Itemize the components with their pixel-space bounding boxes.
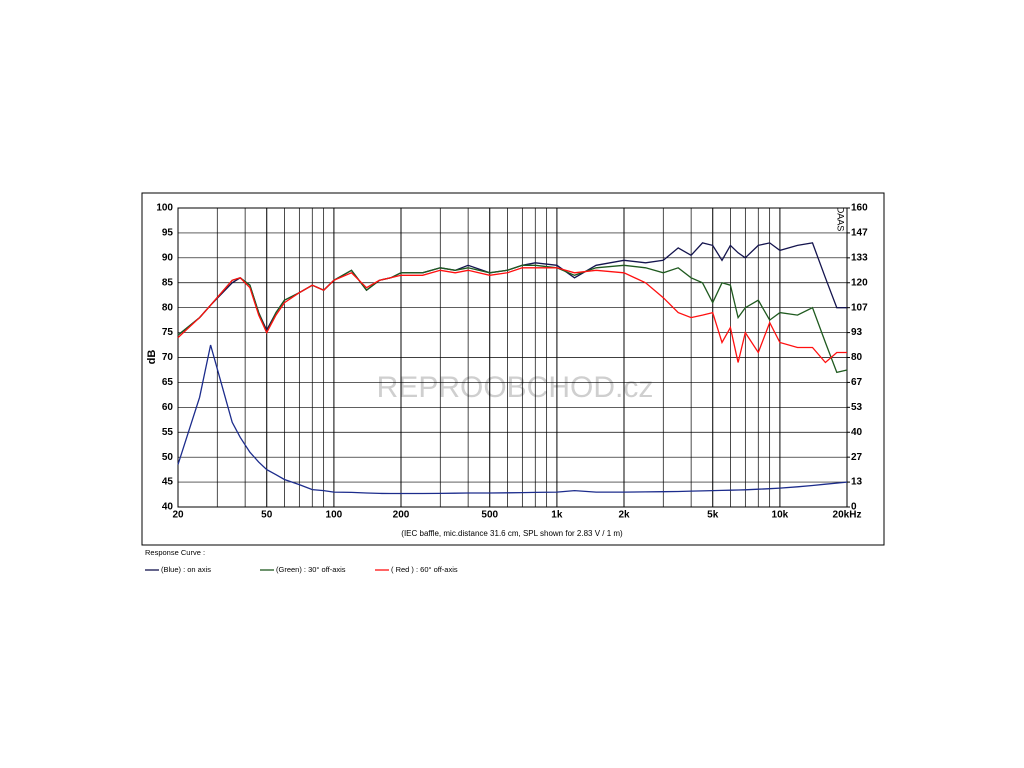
y2-tick-label: 120 — [851, 277, 868, 288]
x-tick-label: 200 — [393, 510, 410, 521]
watermark: REPROOBCHOD.cz — [377, 371, 654, 404]
x-tick-label: 20 — [172, 510, 184, 521]
y-tick-label: 100 — [156, 203, 173, 214]
y-tick-label: 65 — [162, 377, 174, 388]
y2-tick-label: 67 — [851, 377, 863, 388]
y-tick-label: 95 — [162, 228, 174, 239]
series-line — [177, 242, 847, 336]
y-tick-label: 40 — [162, 502, 174, 513]
y2-tick-label: 0 — [851, 502, 857, 513]
series-line — [177, 344, 848, 495]
y2-tick-label: 13 — [851, 477, 863, 488]
x-tick-label: 100 — [326, 510, 343, 521]
plot-border — [177, 207, 848, 508]
y2-tick-label: 53 — [851, 402, 863, 413]
y2-tick-label: 93 — [851, 327, 863, 338]
x-tick-label: 2k — [618, 510, 630, 521]
y-tick-label: 75 — [162, 327, 174, 338]
y2-tick-label: 40 — [851, 427, 863, 438]
legend-label: (Blue) : on axis — [161, 565, 211, 574]
y2-tick-label: 147 — [851, 228, 868, 239]
y2-tick-label: 107 — [851, 302, 868, 313]
x-tick-label: 20kHz — [833, 510, 862, 521]
x-tick-label: 50 — [261, 510, 273, 521]
y-tick-label: 55 — [162, 427, 174, 438]
legend-title: Response Curve : — [145, 548, 205, 557]
x-tick-label: 500 — [481, 510, 498, 521]
y-axis-label: dB — [146, 350, 158, 365]
frame — [141, 192, 885, 546]
x-axis-label: (IEC baffle, mic.distance 31.6 cm, SPL s… — [401, 529, 623, 538]
y2-tick-label: 27 — [851, 452, 863, 463]
y2-tick-label: 133 — [851, 252, 868, 263]
brand: DAAS — [836, 207, 846, 232]
y-tick-label: 90 — [162, 252, 174, 263]
y2-tick-label: 160 — [851, 203, 868, 214]
y2-tick-label: 80 — [851, 352, 863, 363]
y-tick-label: 80 — [162, 302, 174, 313]
y-tick-label: 45 — [162, 477, 174, 488]
y-tick-label: 70 — [162, 352, 174, 363]
legend-label: (Green) : 30° off-axis — [276, 565, 346, 574]
y-tick-label: 50 — [162, 452, 174, 463]
series-line — [177, 264, 848, 374]
series-line — [177, 267, 847, 364]
x-tick-label: 1k — [551, 510, 563, 521]
y-tick-label: 85 — [162, 277, 174, 288]
legend-label: ( Red ) : 60° off-axis — [391, 565, 458, 574]
y-tick-label: 60 — [162, 402, 174, 413]
x-tick-label: 10k — [772, 510, 789, 521]
x-tick-label: 5k — [707, 510, 719, 521]
